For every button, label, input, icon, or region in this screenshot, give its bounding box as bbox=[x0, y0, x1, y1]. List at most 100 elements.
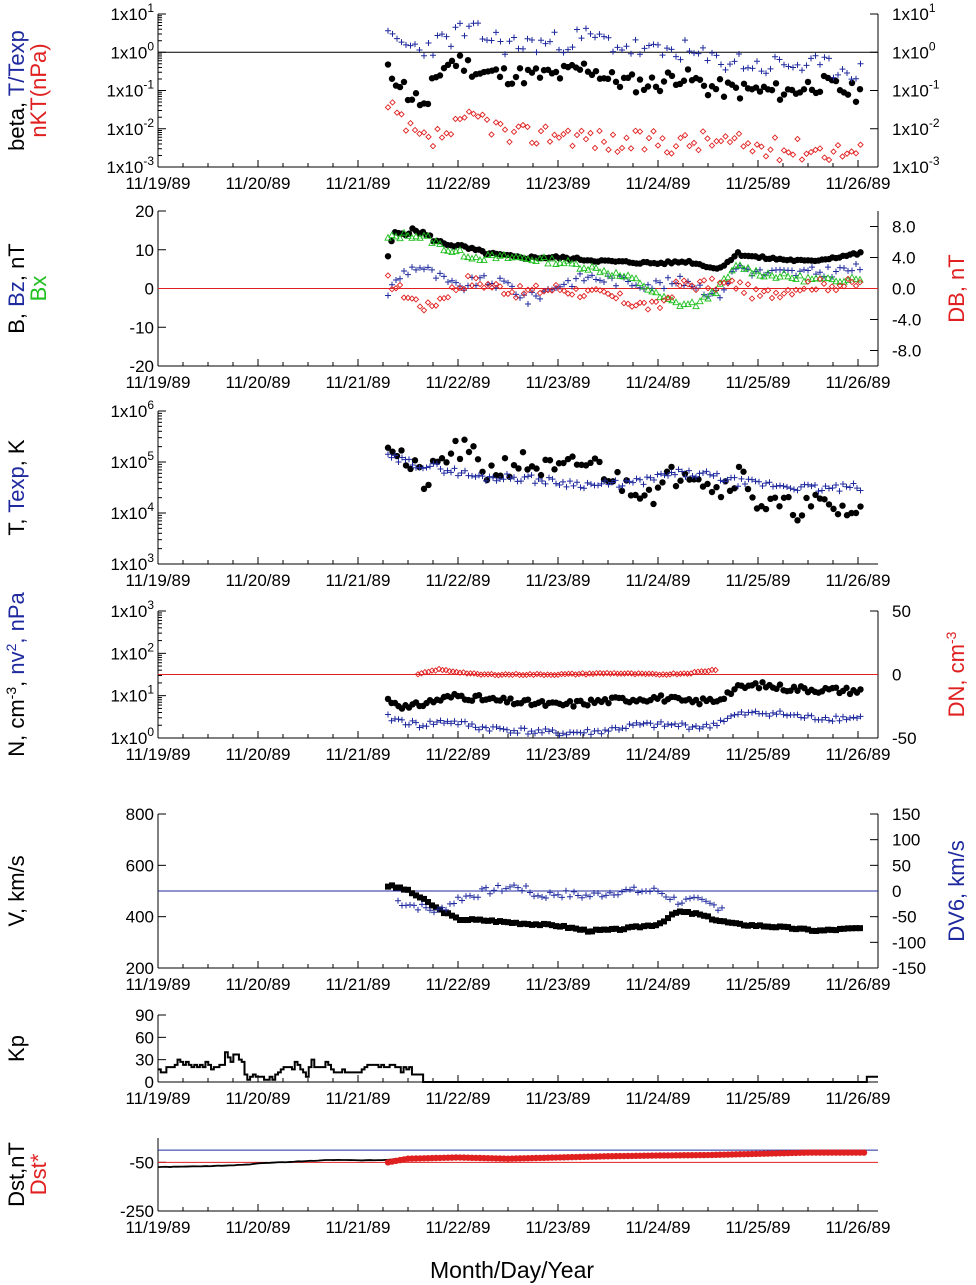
bfield-Bx-point bbox=[648, 287, 656, 295]
beta-beta-point bbox=[464, 56, 472, 64]
bfield-Bx-point bbox=[400, 228, 408, 236]
beta-nKT-point bbox=[492, 119, 500, 126]
velocity-V-point bbox=[609, 925, 615, 932]
bfield-DB-point bbox=[392, 285, 400, 292]
temperature-Texp-point bbox=[836, 488, 843, 495]
velocity-V-point bbox=[709, 916, 715, 923]
bfield-date-label: 11/23/89 bbox=[526, 373, 591, 392]
temperature-date-label: 11/23/89 bbox=[526, 571, 591, 590]
bfield-DB-point bbox=[520, 290, 528, 297]
density-nv2-point bbox=[409, 717, 416, 724]
density-nv2-point bbox=[808, 712, 815, 719]
bfield-DB-point bbox=[844, 275, 852, 283]
temperature-Texp-point bbox=[714, 470, 720, 477]
density-nv2-point bbox=[581, 729, 587, 736]
temperature-T-point bbox=[398, 447, 405, 454]
temperature-Texp-point bbox=[644, 474, 650, 481]
temperature-T-point bbox=[825, 501, 833, 508]
beta-T/Texp-point bbox=[565, 46, 571, 53]
beta-T/Texp-point bbox=[727, 61, 733, 68]
density-N-point bbox=[720, 695, 728, 703]
temperature-y-axis-label: T, Texp, K bbox=[4, 439, 29, 536]
bfield-Bz-point bbox=[805, 267, 811, 274]
bfield-Bx-point bbox=[404, 231, 412, 239]
beta-T/Texp-point bbox=[443, 33, 450, 40]
velocity-V-point bbox=[513, 919, 519, 926]
dst-date-label: 11/21/89 bbox=[326, 1218, 391, 1237]
velocity-DV6-point bbox=[459, 897, 465, 904]
bfield-Bz-point bbox=[393, 277, 399, 284]
temperature-Texp-point bbox=[486, 473, 493, 480]
density-nv2-point bbox=[647, 720, 654, 727]
beta-T/Texp-point bbox=[560, 49, 567, 56]
bfield-Bz-point bbox=[557, 283, 563, 290]
bfield-Bx-point bbox=[388, 231, 396, 238]
velocity-V-point bbox=[797, 925, 803, 932]
beta-beta-point bbox=[452, 62, 460, 70]
bfield-Bz-point bbox=[505, 279, 511, 286]
velocity-DV6-point bbox=[543, 894, 549, 901]
beta-beta-point bbox=[496, 73, 504, 81]
bfield-B-series bbox=[384, 225, 864, 272]
velocity-DV6-point bbox=[583, 892, 589, 899]
temperature-T-point bbox=[483, 476, 491, 484]
beta-beta-point bbox=[592, 67, 600, 75]
dst-y-axis-label-2: Dst* bbox=[26, 1153, 51, 1195]
velocity-DV6-point bbox=[491, 887, 497, 894]
beta-nKT-point bbox=[771, 134, 779, 141]
density-N-point bbox=[475, 691, 483, 699]
velocity-V-point bbox=[665, 915, 671, 922]
velocity-V-point bbox=[721, 918, 727, 925]
velocity-DV6-point bbox=[719, 904, 725, 911]
beta-right-tick-label: 1x10-2 bbox=[892, 116, 940, 139]
beta-T/Texp-point bbox=[731, 58, 738, 65]
beta-T/Texp-point bbox=[641, 45, 648, 52]
velocity-V-point bbox=[409, 890, 415, 897]
temperature-Texp-point bbox=[780, 483, 787, 490]
velocity-date-label: 11/24/89 bbox=[626, 975, 691, 994]
temperature-T-point bbox=[794, 517, 801, 524]
bfield-Bx-point bbox=[512, 252, 520, 260]
velocity-DV6-point bbox=[675, 901, 681, 908]
density-nv2-point bbox=[623, 725, 629, 732]
velocity-V-point bbox=[569, 924, 575, 931]
velocity-DV6-point bbox=[403, 902, 409, 909]
bfield-Bz-point bbox=[597, 277, 603, 284]
velocity-V-point bbox=[429, 902, 435, 909]
velocity-DV6-point bbox=[483, 884, 489, 891]
density-nv2-point bbox=[665, 721, 671, 728]
temperature-Texp-point bbox=[605, 481, 612, 488]
bfield-Bx-point bbox=[732, 261, 740, 269]
temperature-Texp-point bbox=[847, 484, 853, 491]
bfield-Bx-point bbox=[420, 231, 428, 239]
temperature-Texp-point bbox=[434, 461, 440, 468]
temperature-Texp-point bbox=[525, 473, 531, 480]
beta-T/Texp-point bbox=[605, 34, 612, 41]
beta-T/Texp-point bbox=[524, 35, 531, 42]
bfield-Bz-point bbox=[657, 279, 663, 286]
bfield-DB-point bbox=[544, 286, 552, 294]
temperature-T-point bbox=[798, 512, 806, 519]
temperature-Texp-point bbox=[630, 479, 636, 486]
beta-beta-point bbox=[636, 76, 644, 83]
bfield-Bz-point bbox=[577, 270, 583, 277]
temperature-Texp-point bbox=[665, 472, 671, 479]
density-nv2-point bbox=[770, 709, 776, 716]
beta-nKT-point bbox=[636, 128, 644, 135]
velocity-V-point bbox=[793, 926, 799, 933]
kp-Kp-line bbox=[158, 1051, 878, 1083]
velocity-V-point bbox=[485, 917, 491, 924]
bfield-y-axis-label: B, Bz, nT bbox=[4, 243, 29, 334]
temperature-T-point bbox=[546, 457, 554, 464]
bfield-Bx-point bbox=[440, 246, 448, 254]
bfield-Bz-point bbox=[565, 277, 571, 284]
temperature-date-label: 11/24/89 bbox=[626, 571, 691, 590]
density-N-point bbox=[696, 700, 703, 708]
temperature-Texp-point bbox=[654, 471, 661, 478]
panel-kp: 11/19/89 11/20/89 11/21/89 11/22/89 11/23/89… bbox=[4, 1006, 890, 1108]
bfield-Bz-point bbox=[461, 287, 467, 294]
velocity-DV6-series bbox=[395, 882, 725, 916]
temperature-date-label: 11/19/89 bbox=[126, 571, 191, 590]
bfield-DB-point bbox=[756, 292, 764, 300]
bfield-Bz-point bbox=[409, 264, 415, 271]
